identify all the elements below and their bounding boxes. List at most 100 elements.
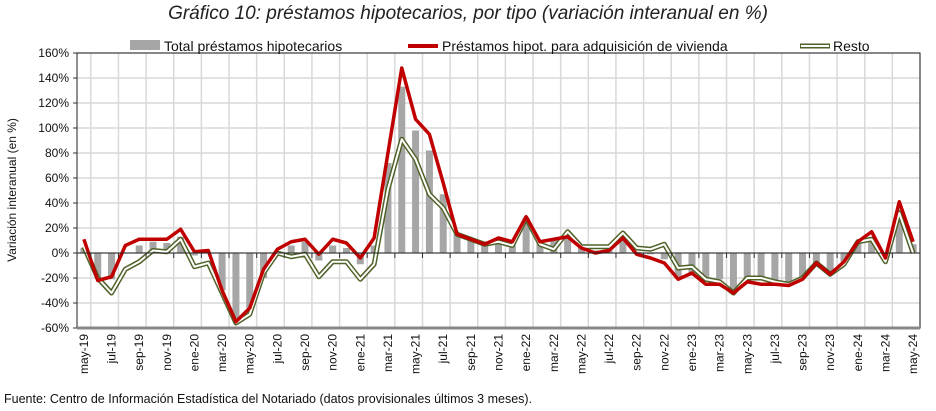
gridlines	[77, 52, 921, 329]
y-tick-label: -20%	[41, 271, 69, 285]
bar	[895, 209, 903, 253]
y-axis-title: Variación interanual (en %)	[5, 118, 19, 262]
bar	[495, 241, 502, 253]
legend-label-vivienda: Préstamos hipot. para adquisición de viv…	[442, 38, 728, 54]
x-tick-label: mar-20	[215, 334, 229, 372]
x-tick-label: jul-23	[768, 334, 782, 365]
bar	[619, 235, 627, 253]
bar	[840, 253, 848, 262]
bar	[135, 245, 143, 253]
bar	[190, 253, 198, 256]
bar	[577, 246, 585, 253]
x-tick-label: may-24	[906, 334, 920, 374]
bar	[536, 243, 544, 253]
x-tick-label: nov-23	[823, 334, 837, 371]
bar	[799, 253, 807, 278]
bar	[412, 130, 420, 253]
bar	[771, 253, 779, 283]
y-tick-label: -40%	[41, 296, 69, 310]
bar	[729, 253, 737, 293]
x-tick-label: nov-21	[492, 334, 506, 371]
y-tick-label: 0%	[52, 246, 70, 260]
bar	[149, 241, 157, 253]
legend: Total préstamos hipotecarios Préstamos hi…	[130, 38, 870, 54]
bar	[716, 253, 724, 280]
source-note: Fuente: Centro de Información Estadístic…	[4, 392, 533, 406]
y-tick-label: 100%	[38, 121, 69, 135]
bar	[564, 234, 572, 253]
y-tick-label: 40%	[45, 196, 69, 210]
chart-title: Gráfico 10: préstamos hipotecarios, por …	[168, 3, 768, 24]
x-tick-label: ene-24	[851, 334, 865, 372]
bar	[384, 163, 392, 253]
x-tick-label: jul-19	[105, 334, 119, 365]
x-tick-label: nov-22	[657, 334, 671, 371]
x-tick-label: nov-20	[326, 334, 340, 371]
y-tick-label: 20%	[45, 221, 69, 235]
bar	[467, 239, 475, 253]
x-tick-label: ene-20	[187, 334, 201, 372]
bar	[425, 150, 433, 253]
bar	[743, 253, 751, 281]
bar	[246, 253, 254, 308]
resto-line-outer	[81, 136, 916, 326]
x-tick-label: mar-21	[381, 334, 395, 372]
legend-swatch-total	[130, 40, 160, 50]
x-tick-label: sep-22	[630, 334, 644, 371]
x-tick-label: jul-21	[436, 334, 450, 365]
bar	[522, 218, 530, 253]
bar	[342, 248, 350, 253]
bar	[108, 253, 116, 280]
bar	[508, 243, 516, 253]
bar	[757, 253, 765, 281]
x-tick-label: sep-23	[796, 334, 810, 371]
bar	[260, 253, 268, 278]
bar	[163, 243, 171, 253]
x-tick-label: may-23	[740, 334, 754, 374]
y-tick-label: 80%	[45, 146, 69, 160]
x-tick-label: jul-22	[602, 334, 616, 365]
x-tick-label: sep-21	[464, 334, 478, 371]
x-tick-label: ene-21	[353, 334, 367, 372]
bar	[329, 245, 337, 253]
bar	[854, 243, 862, 253]
x-tick-label: may-21	[409, 334, 423, 374]
bar	[453, 234, 461, 253]
bar	[315, 253, 323, 261]
x-tick-label: sep-20	[298, 334, 312, 371]
bar	[647, 253, 655, 255]
x-tick-label: mar-23	[713, 334, 727, 372]
bar	[826, 253, 834, 275]
bar	[398, 86, 406, 253]
y-tick-label: 160%	[38, 46, 69, 60]
resto-line-inner	[82, 138, 915, 324]
bar	[812, 253, 820, 263]
x-tick-label: mar-24	[878, 334, 892, 372]
x-tick-label: mar-22	[547, 334, 561, 372]
x-tick-label: may-22	[574, 334, 588, 374]
bar	[702, 253, 710, 280]
x-tick-label: jul-20	[270, 334, 284, 365]
bar	[688, 253, 696, 273]
lines	[81, 66, 916, 326]
x-tick-label: sep-19	[132, 334, 146, 371]
x-tick-label: ene-23	[685, 334, 699, 372]
bar	[177, 236, 185, 253]
bar	[301, 241, 309, 253]
bar	[287, 245, 295, 253]
bar	[481, 244, 489, 253]
y-tick-label: -60%	[41, 321, 69, 335]
bar	[660, 253, 668, 260]
x-tick-label: nov-19	[160, 334, 174, 371]
x-tick-label: may-19	[77, 334, 91, 374]
bar	[218, 253, 226, 291]
y-tick-label: 60%	[45, 171, 69, 185]
bar	[439, 194, 447, 253]
bar	[232, 253, 240, 318]
y-tick-label: 120%	[38, 96, 69, 110]
bar	[370, 245, 378, 253]
bar	[785, 253, 793, 285]
y-tick-label: 140%	[38, 71, 69, 85]
